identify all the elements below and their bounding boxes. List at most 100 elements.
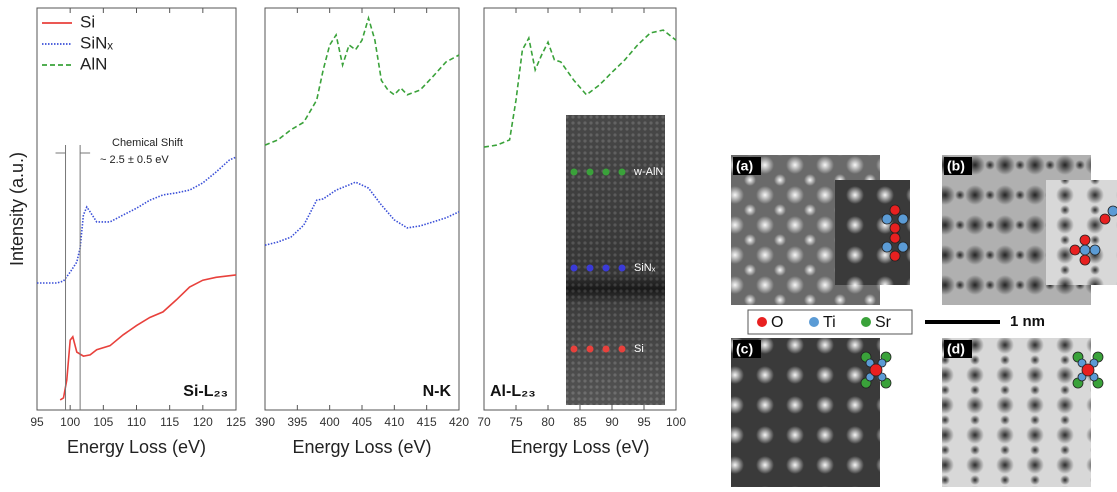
x-tick-label: 390: [255, 415, 275, 429]
atom-icon: [1079, 244, 1091, 256]
x-tick-label: 420: [449, 415, 469, 429]
legend-label: Si: [80, 12, 95, 31]
atom-icon: [1077, 358, 1087, 368]
atom-icon: [1081, 363, 1095, 377]
x-tick-label: 75: [509, 415, 523, 429]
spectrum-line: [37, 156, 237, 284]
x-tick-label: 95: [637, 415, 651, 429]
inset-marker: [602, 264, 610, 272]
x-tick-label: 100: [60, 415, 80, 429]
spectrum-line: [264, 15, 460, 146]
x-tick-label: 405: [352, 415, 372, 429]
legend-label: AlN: [80, 54, 107, 73]
micrograph: [942, 338, 1091, 488]
x-tick-label: 80: [541, 415, 555, 429]
micrograph-inset: [835, 180, 910, 285]
atom-icon: [869, 363, 883, 377]
atom-icon: [877, 372, 887, 382]
atom-icon: [1099, 213, 1111, 225]
x-tick-label: 400: [320, 415, 340, 429]
inset-label: Si: [634, 343, 644, 355]
inset-marker: [570, 264, 578, 272]
x-tick-label: 395: [287, 415, 307, 429]
panel-label: N-K: [423, 383, 452, 400]
annotation-text: ~ 2.5 ± 0.5 eV: [100, 154, 169, 166]
atom-icon: [1069, 244, 1081, 256]
scale-bar: [925, 320, 1000, 324]
inset-label: SiNₓ: [634, 262, 656, 274]
inset-marker: [602, 345, 610, 353]
inset-marker: [586, 345, 594, 353]
atom-icon: [1079, 234, 1091, 246]
legend-box: [747, 309, 913, 335]
legend-dot: [809, 317, 819, 327]
x-tick-label: 70: [477, 415, 491, 429]
inset-marker: [602, 168, 610, 176]
atom-icon: [889, 204, 901, 216]
atom-icon: [889, 250, 901, 262]
micrograph-inset: [1046, 180, 1117, 285]
plot-frame: [36, 7, 237, 411]
legend-label: Ti: [823, 314, 836, 331]
atom-icon: [889, 222, 901, 234]
micrograph: [731, 338, 880, 488]
plot-frame: [264, 7, 460, 411]
atom-icon: [1077, 372, 1087, 382]
inset-label: w-AlN: [633, 166, 663, 178]
x-axis-label: Energy Loss (eV): [510, 437, 649, 457]
panel-tag-bg: [733, 157, 761, 175]
panel-tag-bg: [733, 340, 761, 358]
panel-tag: (a): [736, 158, 753, 174]
atom-icon: [1089, 244, 1101, 256]
legend-dot: [757, 317, 767, 327]
x-tick-label: 90: [605, 415, 619, 429]
atom-icon: [889, 232, 901, 244]
spectrum-line: [264, 181, 460, 246]
spectrum-line: [483, 29, 677, 148]
atom-icon: [897, 241, 909, 253]
x-tick-label: 95: [30, 415, 44, 429]
atom-icon: [1079, 254, 1091, 266]
x-tick-label: 120: [193, 415, 213, 429]
legend-label: Sr: [875, 314, 892, 331]
panel-tag: (c): [736, 341, 753, 357]
atom-icon: [881, 241, 893, 253]
panel-tag-bg: [944, 340, 972, 358]
atom-icon: [865, 358, 875, 368]
legend-dot: [861, 317, 871, 327]
inset-marker: [618, 345, 626, 353]
x-tick-label: 410: [384, 415, 404, 429]
legend-label: SiNₓ: [80, 33, 113, 52]
x-tick-label: 100: [666, 415, 686, 429]
spectrum-line: [59, 274, 237, 401]
inset-marker: [618, 168, 626, 176]
inset-marker: [586, 264, 594, 272]
panel-tag: (d): [947, 341, 965, 357]
y-axis-label: Intensity (a.u.): [7, 152, 27, 266]
annotation-title: Chemical Shift: [112, 137, 183, 149]
atom-icon: [1089, 372, 1099, 382]
x-tick-label: 415: [417, 415, 437, 429]
x-tick-label: 125: [226, 415, 246, 429]
atom-icon: [1107, 205, 1117, 217]
x-tick-label: 105: [93, 415, 113, 429]
scale-bar-label: 1 nm: [1010, 313, 1045, 330]
inset-marker: [618, 264, 626, 272]
atom-icon: [881, 213, 893, 225]
x-tick-label: 85: [573, 415, 587, 429]
atom-icon: [877, 358, 887, 368]
panel-label: Al-L₂₃: [490, 383, 536, 400]
x-axis-label: Energy Loss (eV): [292, 437, 431, 457]
legend-label: O: [771, 314, 783, 331]
x-tick-label: 110: [127, 415, 146, 429]
panel-tag-bg: [944, 157, 972, 175]
atom-icon: [865, 372, 875, 382]
atom-icon: [897, 213, 909, 225]
panel-label: Si-L₂₃: [183, 383, 228, 400]
atom-icon: [1089, 358, 1099, 368]
inset-marker: [570, 345, 578, 353]
inset-image-shade: [566, 115, 665, 405]
inset-marker: [570, 168, 578, 176]
x-axis-label: Energy Loss (eV): [67, 437, 206, 457]
